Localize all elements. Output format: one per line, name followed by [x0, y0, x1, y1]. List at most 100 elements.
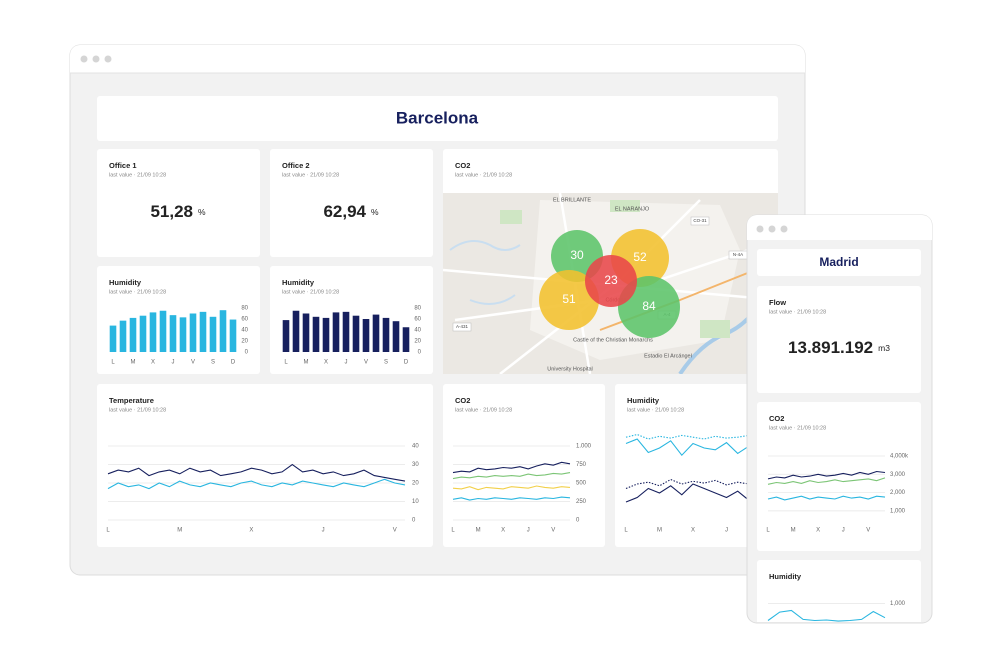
road-sign — [452, 322, 472, 332]
map-place: EL BRILLANTE — [553, 197, 591, 203]
y-tick-label: 250 — [576, 499, 587, 505]
y-tick-label: 60 — [414, 317, 421, 323]
bar — [139, 315, 147, 352]
card-title: Office 2 — [282, 161, 310, 170]
bar — [119, 320, 127, 352]
y-tick-label: 60 — [241, 317, 248, 323]
road-sign — [690, 216, 710, 226]
x-tick-label: X — [249, 528, 253, 534]
y-tick-label: 500 — [576, 481, 587, 487]
x-tick-label: M — [304, 360, 309, 366]
window-dot — [768, 225, 776, 233]
map-place: Estadio El Arcángel — [644, 353, 692, 359]
card-subtitle: last value · 21/09 10:28 — [282, 289, 339, 295]
y-tick-label: 0 — [412, 518, 416, 524]
bar — [302, 313, 310, 352]
map-place: EL NARANJO — [615, 206, 650, 212]
bar — [229, 319, 237, 352]
card-title: CO2 — [455, 161, 470, 170]
kpi-value: 51,28 — [150, 202, 193, 221]
y-tick-label: 40 — [241, 328, 248, 334]
line-series — [767, 495, 886, 501]
x-tick-label: M — [177, 528, 182, 534]
bar — [219, 310, 227, 352]
bar — [189, 313, 197, 352]
card-title: Humidity — [769, 572, 802, 581]
map-place: Castle of the Christian Monarchs — [573, 337, 653, 343]
card-subtitle: last value · 21/09 10:28 — [455, 407, 512, 413]
card-subtitle: last value · 21/09 10:28 — [769, 309, 826, 315]
line-series — [767, 477, 886, 485]
card-subtitle: last value · 21/09 10:28 — [282, 172, 339, 178]
line-series — [107, 478, 406, 490]
bar — [149, 312, 157, 352]
y-tick-label: 20 — [241, 339, 248, 345]
card-title: CO2 — [455, 396, 470, 405]
card — [615, 384, 778, 547]
card — [443, 384, 605, 547]
kpi: 62,94% — [323, 202, 379, 221]
x-tick-label: J — [725, 528, 728, 534]
map-park — [610, 200, 640, 212]
x-tick-label: X — [691, 528, 695, 534]
road-label: A-431 — [456, 324, 469, 329]
bar — [282, 320, 290, 352]
x-tick-label: J — [527, 528, 530, 534]
y-tick-label: 1,000 — [890, 508, 906, 514]
card-title: Humidity — [282, 278, 315, 287]
y-tick-label: 30 — [412, 462, 419, 468]
card-title: Humidity — [109, 278, 142, 287]
mobile-title-bar — [747, 215, 932, 240]
x-tick-label: X — [501, 528, 505, 534]
y-tick-label: 4,000k — [890, 454, 909, 460]
window-dot — [80, 55, 88, 63]
y-tick-label: 10 — [412, 499, 419, 505]
card — [270, 149, 433, 257]
map-stream — [449, 240, 521, 305]
x-tick-label: V — [191, 360, 195, 366]
x-tick-label: D — [231, 360, 236, 366]
y-tick-label: 2,000 — [890, 490, 906, 496]
bar — [209, 316, 217, 352]
card — [97, 384, 433, 547]
y-tick-label: 0 — [418, 350, 422, 356]
card-title: Flow — [769, 298, 786, 307]
x-tick-label: M — [476, 528, 481, 534]
line-series — [452, 472, 571, 480]
bar — [169, 315, 177, 352]
kpi-unit: % — [198, 207, 206, 217]
card-title: CO2 — [769, 414, 784, 423]
kpi-value: 62,94 — [323, 202, 366, 221]
x-tick-label: S — [384, 360, 388, 366]
x-tick-label: M — [657, 528, 662, 534]
line-series — [767, 470, 886, 480]
road-label: CO-31 — [693, 218, 707, 223]
line-series — [767, 609, 886, 622]
y-tick-label: 0 — [245, 350, 249, 356]
bar — [199, 311, 207, 352]
y-tick-label: 20 — [414, 339, 421, 345]
card-subtitle: last value · 21/09 10:28 — [769, 425, 826, 431]
y-tick-label: 3,000 — [890, 472, 906, 478]
x-tick-label: L — [451, 528, 455, 534]
bar — [392, 321, 400, 352]
bar — [179, 317, 187, 352]
dashboard-title: Barcelona — [396, 108, 479, 127]
x-tick-label: V — [551, 528, 555, 534]
x-tick-label: L — [106, 528, 110, 534]
card-title: Humidity — [627, 396, 660, 405]
map-park — [500, 210, 522, 224]
x-tick-label: X — [151, 360, 155, 366]
card-subtitle: last value · 21/09 10:28 — [627, 407, 684, 413]
bubble — [585, 255, 637, 307]
x-tick-label: M — [131, 360, 136, 366]
y-tick-label: 80 — [241, 306, 248, 312]
card — [97, 266, 260, 374]
bar — [292, 310, 300, 352]
mobile-cards: Flow last value · 21/09 10:28 13.891.192 m3… — [757, 286, 921, 622]
card-title: Temperature — [109, 396, 154, 405]
x-tick-label: J — [842, 528, 845, 534]
map-park — [700, 320, 730, 338]
bar — [362, 319, 370, 352]
card-subtitle: last value · 21/09 10:28 — [109, 407, 166, 413]
